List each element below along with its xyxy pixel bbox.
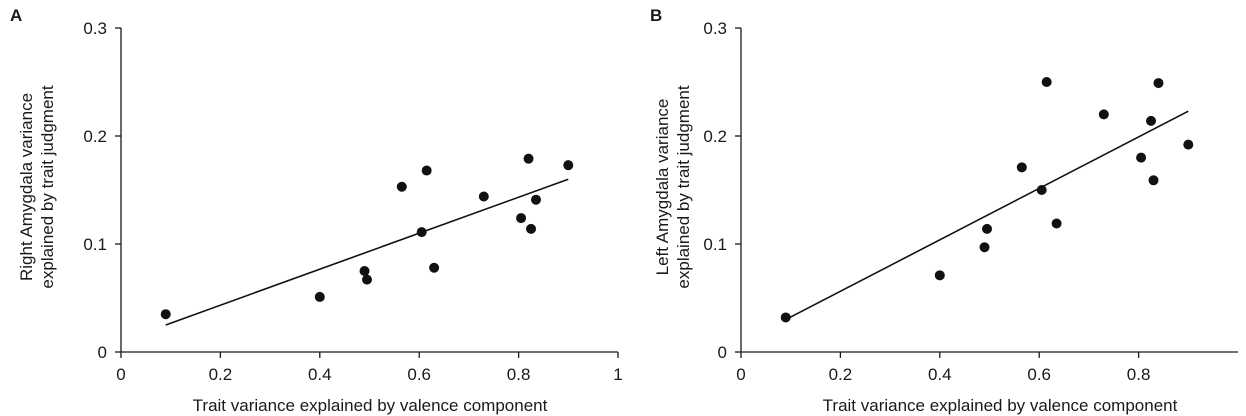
- panel-b-x-tick-label: 0.2: [829, 365, 853, 384]
- panel-a-data-point: [359, 266, 370, 276]
- panel-b-plot-area: 0 0.1 0.2 0.3 0 0.2 0.4 0.6 0.8: [703, 19, 1238, 384]
- panel-b-data-point: [934, 270, 945, 281]
- panel-a-trend-line: [165, 178, 569, 326]
- panel-a-data-point: [523, 153, 534, 164]
- panel-b-data-point: [1036, 185, 1047, 195]
- panel-b-data-point: [1153, 78, 1164, 89]
- panel-b: B Left Amygdala variance explained by tr…: [650, 6, 1238, 415]
- panel-b-x-tick-label: 0.6: [1027, 365, 1051, 384]
- panel-b-y-axis-title-line-1: Left Amygdala variance: [653, 99, 672, 276]
- panel-a-y-axis-title-line-2: explained by trait judgment: [38, 85, 57, 288]
- panel-a-x-tick-label: 0.8: [507, 365, 531, 384]
- panel-b-y-axis-title-line-2: explained by trait judgment: [674, 85, 693, 288]
- panel-b-data-point: [1183, 139, 1194, 150]
- panel-b-y-tick-label: 0.2: [703, 127, 727, 146]
- panel-a-data-point: [421, 165, 432, 176]
- panel-b-y-tick-label: 0.1: [703, 235, 727, 254]
- panel-b-data-point: [1041, 77, 1052, 87]
- panel-a-data-point: [478, 191, 489, 202]
- panel-a-data-point: [530, 194, 541, 205]
- panel-a-data-point: [160, 309, 171, 320]
- panel-b-y-tick-label: 0: [718, 343, 727, 362]
- panel-a-x-tick-label: 0.6: [407, 365, 431, 384]
- panel-b-letter: B: [650, 6, 662, 25]
- panel-b-x-tick-label: 0: [736, 365, 745, 384]
- panel-b-data-point: [1098, 109, 1109, 120]
- panel-a-data-point: [396, 181, 407, 192]
- panel-a-letter: A: [10, 6, 22, 25]
- panel-b-data-point: [1148, 175, 1159, 186]
- panel-b-data-point: [1136, 152, 1147, 163]
- panel-a-data-point: [516, 213, 527, 224]
- panel-b-data-point: [1146, 115, 1157, 126]
- panel-a-data-point: [526, 223, 537, 234]
- panel-b-data-point: [1016, 162, 1027, 173]
- panel-a-plot-area: 0 0.1 0.2 0.3 0 0.2 0.4 0.6 0.8 1: [83, 19, 622, 384]
- panel-b-data-point: [979, 242, 990, 253]
- panel-a-data-point: [416, 227, 427, 238]
- panel-a-x-axis-title: Trait variance explained by valence comp…: [193, 396, 548, 415]
- panel-a-x-tick-label: 1: [613, 365, 622, 384]
- panel-a-y-tick-label: 0.3: [83, 19, 107, 38]
- panel-a-data-point: [362, 274, 373, 285]
- panel-a-data-point: [563, 160, 574, 171]
- panel-a-y-tick-label: 0.1: [83, 235, 107, 254]
- panel-a-y-axis-title-line-1: Right Amygdala variance: [17, 93, 36, 281]
- panel-a-data-point: [314, 291, 325, 302]
- panel-b-data-point: [982, 223, 993, 234]
- panel-b-trend-line: [785, 110, 1189, 321]
- panel-a-y-tick-label: 0.2: [83, 127, 107, 146]
- panel-b-y-axis-title: Left Amygdala variance explained by trai…: [653, 85, 693, 288]
- panel-b-x-axis-title: Trait variance explained by valence comp…: [823, 396, 1178, 415]
- panel-a: A Right Amygdala variance explained by t…: [10, 6, 623, 415]
- panel-b-x-tick-label: 0.8: [1127, 365, 1151, 384]
- panel-a-x-tick-label: 0: [116, 365, 125, 384]
- panel-b-y-tick-label: 0.3: [703, 19, 727, 38]
- panel-b-x-tick-label: 0.4: [928, 365, 952, 384]
- panel-a-y-axis-title: Right Amygdala variance explained by tra…: [17, 85, 57, 288]
- panel-b-data-point: [780, 312, 791, 323]
- panel-a-x-tick-label: 0.2: [209, 365, 233, 384]
- panel-a-y-tick-label: 0: [98, 343, 107, 362]
- panel-a-data-point: [429, 262, 440, 273]
- panel-a-x-tick-label: 0.4: [308, 365, 332, 384]
- panel-b-data-point: [1051, 218, 1062, 229]
